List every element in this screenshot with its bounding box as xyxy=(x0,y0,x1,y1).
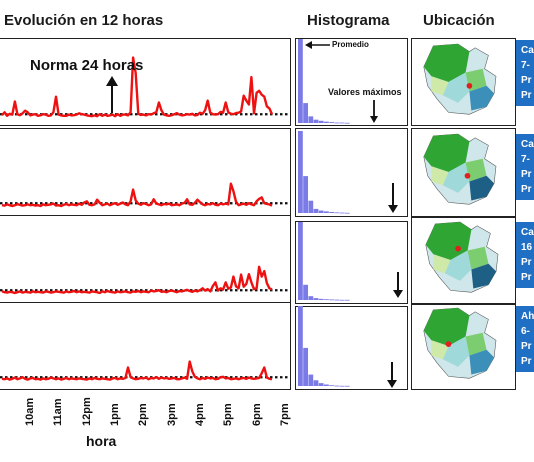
histogram-bar-1-1 xyxy=(298,39,303,123)
histogram-bar-4-10 xyxy=(344,385,350,387)
station-info-2: Ca 7- Pr Pr xyxy=(516,134,534,200)
histogram-panel-2 xyxy=(295,128,408,217)
histogram-bar-2-10 xyxy=(344,212,350,214)
histogram-bar-2-5 xyxy=(318,210,324,213)
histogram-bar-4-7 xyxy=(329,385,334,387)
histogram-bar-2-1 xyxy=(298,131,303,213)
station-marker-3 xyxy=(455,245,461,252)
histogram-bar-3-4 xyxy=(313,298,319,300)
histogram-bar-4-2 xyxy=(303,347,308,386)
station-marker-1 xyxy=(466,82,473,89)
average-arrow xyxy=(305,41,330,49)
line-panel-4 xyxy=(0,302,291,390)
max-values-arrow-4 xyxy=(387,362,397,388)
series-line-2 xyxy=(1,182,273,208)
x-tick-label: 12pm xyxy=(80,397,93,426)
histogram-bar-4-6 xyxy=(324,384,329,386)
x-tick-label: 11am xyxy=(52,398,65,426)
histogram-bar-4-1 xyxy=(298,306,303,386)
histogram-bar-1-2 xyxy=(303,103,308,123)
x-tick-label: 2pm xyxy=(137,403,150,426)
x-tick-label: 7pm xyxy=(279,403,291,426)
series-panel-2 xyxy=(0,182,290,208)
histogram-bar-2-8 xyxy=(334,212,340,214)
x-tick-label: 5pm xyxy=(222,403,235,426)
histogram-panel-1 xyxy=(295,38,408,126)
histogram-bar-1-6 xyxy=(324,121,329,123)
x-tick-label: 10am xyxy=(24,397,36,426)
series-panel-4 xyxy=(0,360,290,381)
histogram-bar-3-1 xyxy=(298,222,303,300)
histogram-bar-2-6 xyxy=(324,211,329,213)
series-line-4 xyxy=(1,360,273,381)
histogram-panel-3 xyxy=(295,221,408,304)
location-header: Ubicación xyxy=(423,12,495,29)
histogram-bar-3-7 xyxy=(329,299,334,301)
series-line-1 xyxy=(1,56,274,118)
histogram-bar-3-10 xyxy=(344,299,350,301)
histogram-bar-1-4 xyxy=(313,119,319,123)
histogram-bar-2-2 xyxy=(303,176,308,213)
histogram-bar-1-10 xyxy=(344,122,350,124)
x-tick-label: 4pm xyxy=(194,403,206,426)
line-panel-1 xyxy=(0,38,291,126)
histogram-header: Histograma xyxy=(307,12,390,29)
histogram-bar-4-8 xyxy=(334,385,340,387)
location-map-4 xyxy=(423,307,497,379)
norm-annotation: Norma 24 horas xyxy=(30,57,144,74)
evolution-header: Evolución en 12 horas xyxy=(4,12,164,29)
location-map-1 xyxy=(423,43,497,115)
histogram-bar-4-4 xyxy=(313,380,319,386)
histogram-bar-4-3 xyxy=(308,374,314,386)
x-axis-label: hora xyxy=(86,433,117,449)
max-values-arrow-2 xyxy=(388,183,398,213)
station-marker-2 xyxy=(464,172,471,179)
histogram-bar-1-3 xyxy=(308,116,314,123)
histogram-bar-3-3 xyxy=(308,296,314,300)
histogram-bar-4-5 xyxy=(318,383,324,386)
histogram-bar-3-5 xyxy=(318,298,324,300)
histogram-bar-2-4 xyxy=(313,208,319,213)
station-info-3: Ca 16 Pr Pr xyxy=(516,222,534,288)
histogram-bar-2-3 xyxy=(308,200,314,213)
histogram-bar-4-9 xyxy=(339,385,345,387)
histogram-bar-1-9 xyxy=(339,122,345,124)
station-marker-4 xyxy=(445,341,452,347)
location-map-2 xyxy=(423,133,497,205)
histogram-bar-1-7 xyxy=(329,122,334,123)
location-map-3 xyxy=(425,221,499,293)
max-values-arrow-3 xyxy=(393,272,403,298)
max-values-annotation: Valores máximos xyxy=(328,87,402,97)
x-tick-label: 3pm xyxy=(165,403,178,426)
histogram-bar-1-5 xyxy=(318,120,324,123)
station-info-1: Ca 7- Pr Pr xyxy=(516,40,534,106)
histogram-bar-3-8 xyxy=(334,299,340,301)
histogram-bar-2-9 xyxy=(339,212,345,214)
average-annotation: Promedio xyxy=(332,40,369,49)
series-panel-3 xyxy=(0,265,290,295)
series-panel-1 xyxy=(0,56,290,118)
histogram-bar-2-7 xyxy=(329,211,334,213)
histogram-bar-1-8 xyxy=(334,122,340,124)
max-values-arrow-1 xyxy=(370,100,378,123)
histogram-bar-3-2 xyxy=(303,284,308,300)
histogram-bar-3-9 xyxy=(339,299,345,301)
series-line-3 xyxy=(1,265,273,295)
station-info-4: Ah 6- Pr Pr xyxy=(516,306,534,372)
histogram-panel-4 xyxy=(295,306,408,390)
x-tick-label: 6pm xyxy=(250,403,263,426)
histogram-bar-3-6 xyxy=(324,299,329,301)
x-tick-label: 1pm xyxy=(109,403,121,426)
norm-arrow xyxy=(106,76,118,113)
